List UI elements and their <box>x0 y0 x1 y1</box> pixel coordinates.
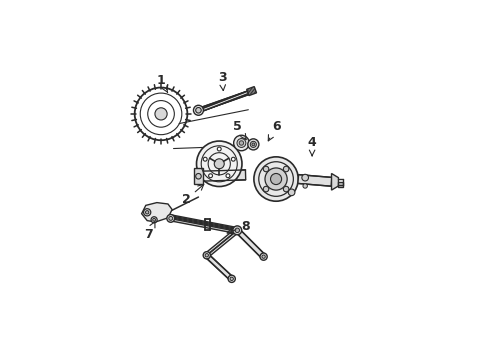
Circle shape <box>239 141 244 145</box>
Text: 2: 2 <box>182 184 204 206</box>
Circle shape <box>270 174 282 185</box>
Circle shape <box>248 139 259 150</box>
Text: 8: 8 <box>227 220 250 234</box>
Polygon shape <box>205 228 239 257</box>
Text: 7: 7 <box>144 222 155 241</box>
Circle shape <box>144 209 151 216</box>
Circle shape <box>283 166 289 172</box>
Text: 5: 5 <box>233 120 246 140</box>
Polygon shape <box>172 218 238 233</box>
Circle shape <box>205 253 208 257</box>
Circle shape <box>250 141 256 148</box>
Circle shape <box>209 174 213 178</box>
Text: 6: 6 <box>269 120 280 141</box>
Polygon shape <box>142 203 172 222</box>
Circle shape <box>231 157 235 161</box>
Circle shape <box>288 189 295 196</box>
Circle shape <box>263 186 269 192</box>
Polygon shape <box>339 182 343 187</box>
Circle shape <box>194 105 203 115</box>
Circle shape <box>234 135 249 151</box>
Circle shape <box>303 184 307 188</box>
Circle shape <box>283 186 289 192</box>
Circle shape <box>230 277 233 280</box>
Circle shape <box>153 219 155 221</box>
Circle shape <box>252 143 255 146</box>
Polygon shape <box>203 91 249 111</box>
Polygon shape <box>204 253 233 280</box>
Circle shape <box>217 147 221 151</box>
Polygon shape <box>172 216 238 231</box>
Circle shape <box>254 157 298 201</box>
Circle shape <box>214 159 224 169</box>
Circle shape <box>203 252 210 259</box>
Polygon shape <box>198 170 245 181</box>
Text: 4: 4 <box>308 136 317 156</box>
Circle shape <box>235 228 240 233</box>
Circle shape <box>196 108 201 113</box>
Circle shape <box>265 168 287 190</box>
Circle shape <box>167 215 174 222</box>
Circle shape <box>203 157 207 161</box>
Text: 1: 1 <box>157 74 168 93</box>
Circle shape <box>196 174 201 179</box>
Circle shape <box>263 166 269 172</box>
Circle shape <box>262 255 265 258</box>
Text: 3: 3 <box>218 71 226 91</box>
Circle shape <box>169 216 172 220</box>
Circle shape <box>233 226 242 235</box>
Polygon shape <box>298 175 332 186</box>
Polygon shape <box>195 168 203 184</box>
Circle shape <box>151 217 157 223</box>
Polygon shape <box>172 215 238 230</box>
Polygon shape <box>198 90 250 112</box>
Polygon shape <box>332 174 339 190</box>
Circle shape <box>196 141 242 186</box>
Circle shape <box>226 174 230 178</box>
Circle shape <box>237 139 246 148</box>
Circle shape <box>260 253 267 260</box>
Circle shape <box>146 211 149 214</box>
Circle shape <box>228 275 235 283</box>
Circle shape <box>302 174 309 181</box>
Polygon shape <box>172 217 238 232</box>
Circle shape <box>130 84 192 144</box>
Polygon shape <box>246 87 257 96</box>
Polygon shape <box>172 219 238 234</box>
Circle shape <box>155 108 167 120</box>
Polygon shape <box>236 229 266 258</box>
